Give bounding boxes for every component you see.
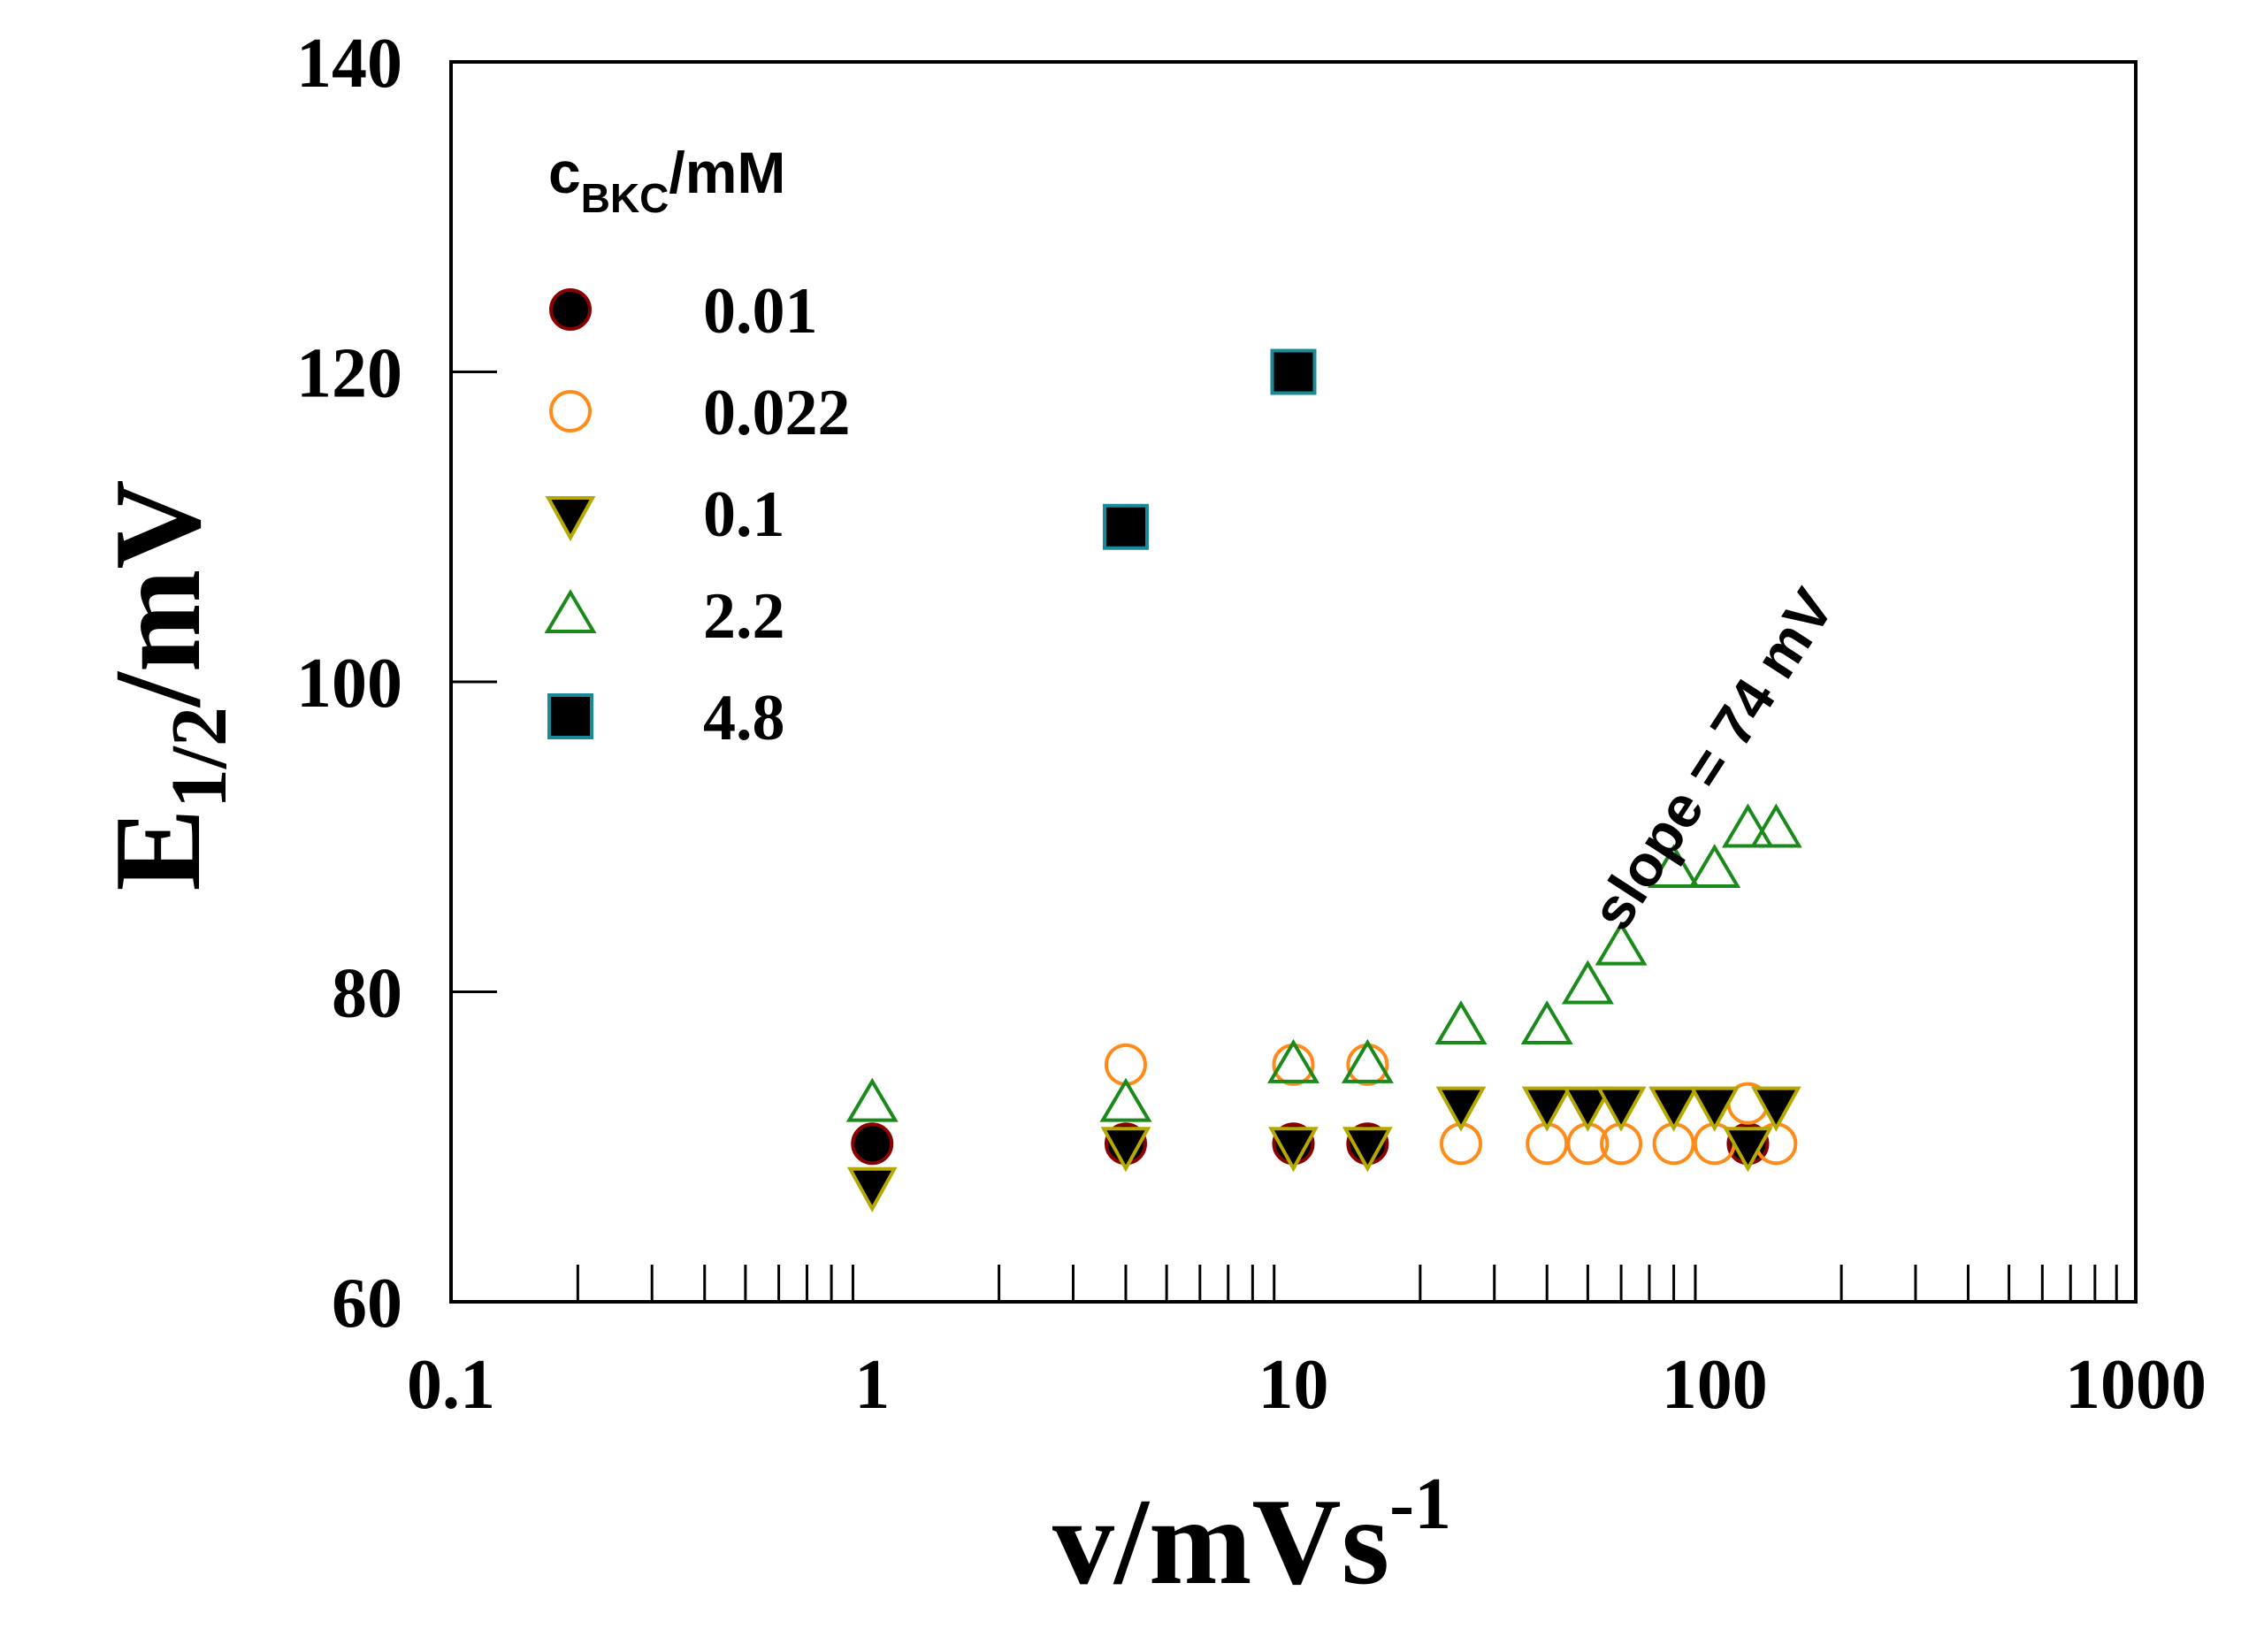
x-tick-label: 1000 bbox=[2065, 1346, 2207, 1424]
legend-title-main: c bbox=[548, 140, 581, 205]
data-point-0_1 bbox=[1562, 1086, 1613, 1132]
data-point-2_2 bbox=[1561, 960, 1614, 1005]
x-tick-label: 100 bbox=[1662, 1346, 1768, 1424]
data-point-2_2 bbox=[845, 1077, 899, 1122]
data-point-2_2 bbox=[1266, 1038, 1320, 1083]
data-point-0_1 bbox=[1100, 1127, 1151, 1173]
x-minor-ticks bbox=[576, 1265, 2118, 1302]
data-point-0_1 bbox=[1689, 1086, 1740, 1132]
data-point-0_1 bbox=[1342, 1127, 1393, 1173]
data-point-2_2 bbox=[1099, 1077, 1152, 1122]
legend-marker-4_8 bbox=[547, 693, 593, 739]
x-axis-title-superscript: -1 bbox=[1389, 1463, 1451, 1545]
legend-label-4_8: 4.8 bbox=[703, 682, 785, 754]
y-axis-title-suffix: /mV bbox=[89, 479, 226, 708]
data-point-0_1 bbox=[1648, 1086, 1699, 1132]
legend-label-0_01: 0.01 bbox=[703, 275, 818, 348]
data-point-2_2 bbox=[1749, 803, 1802, 848]
data-point-0_1 bbox=[846, 1166, 898, 1212]
data-point-0_1 bbox=[1750, 1086, 1801, 1132]
series-2_2 bbox=[845, 803, 1802, 1122]
x-tick-labels: 0.1 1 10 100 1000 bbox=[407, 1346, 2207, 1424]
x-axis-title-main: v/mVs bbox=[1052, 1473, 1389, 1610]
legend-label-0_022: 0.022 bbox=[703, 377, 851, 449]
data-point-2_2 bbox=[1595, 921, 1648, 966]
legend-label-2_2: 2.2 bbox=[703, 580, 785, 653]
y-major-ticks bbox=[451, 60, 497, 1304]
legend-title-suffix: /mM bbox=[669, 140, 785, 205]
legend-marker-0_1 bbox=[545, 496, 596, 542]
data-point-0_1 bbox=[1435, 1086, 1487, 1132]
series-0_1 bbox=[846, 1086, 1801, 1212]
data-point-0_1 bbox=[1268, 1127, 1319, 1173]
legend-title: cBKC/mM bbox=[548, 140, 785, 221]
x-tick-label: 1 bbox=[854, 1346, 890, 1424]
legend-marker-0_022 bbox=[549, 390, 592, 432]
legend-entries: 0.01 0.022 0.1 2.2 4.8 bbox=[544, 275, 851, 754]
y-tick-label: 140 bbox=[296, 25, 402, 103]
y-tick-label: 60 bbox=[332, 1265, 402, 1342]
y-axis-title-subscript: 1/2 bbox=[156, 707, 243, 808]
series-4_8 bbox=[1102, 348, 1317, 550]
y-tick-labels: 60 80 100 120 140 bbox=[296, 25, 402, 1342]
data-point-2_2 bbox=[1520, 1000, 1573, 1045]
data-point-2_2 bbox=[1648, 844, 1701, 889]
legend-title-subscript: BKC bbox=[581, 175, 669, 221]
data-point-4_8 bbox=[1270, 348, 1317, 395]
data-point-0_1 bbox=[1723, 1127, 1773, 1173]
legend-label-0_1: 0.1 bbox=[703, 478, 785, 551]
y-tick-label: 120 bbox=[296, 335, 402, 413]
y-tick-label: 80 bbox=[332, 955, 402, 1033]
data-point-2_2 bbox=[1434, 1000, 1488, 1045]
y-tick-label: 100 bbox=[296, 645, 402, 723]
x-tick-label: 10 bbox=[1258, 1346, 1329, 1424]
x-axis-title: v/mVs-1 bbox=[1052, 1463, 1451, 1610]
data-point-0_1 bbox=[1595, 1086, 1647, 1132]
legend-marker-0_01 bbox=[549, 288, 592, 331]
data-point-2_2 bbox=[1688, 844, 1741, 889]
data-points bbox=[845, 348, 1802, 1212]
data-point-2_2 bbox=[1721, 803, 1774, 848]
legend: cBKC/mM 0.01 0.022 0.1 2.2 4.8 bbox=[544, 140, 851, 754]
y-axis-title-main: E bbox=[89, 808, 226, 891]
y-axis-title: E1/2/mV bbox=[89, 479, 243, 891]
data-point-0_01 bbox=[851, 1122, 894, 1166]
data-point-4_8 bbox=[1102, 503, 1149, 550]
data-point-2_2 bbox=[1341, 1038, 1394, 1083]
x-tick-label: 0.1 bbox=[407, 1346, 495, 1424]
legend-marker-2_2 bbox=[544, 589, 597, 633]
data-point-0_1 bbox=[1521, 1086, 1572, 1132]
